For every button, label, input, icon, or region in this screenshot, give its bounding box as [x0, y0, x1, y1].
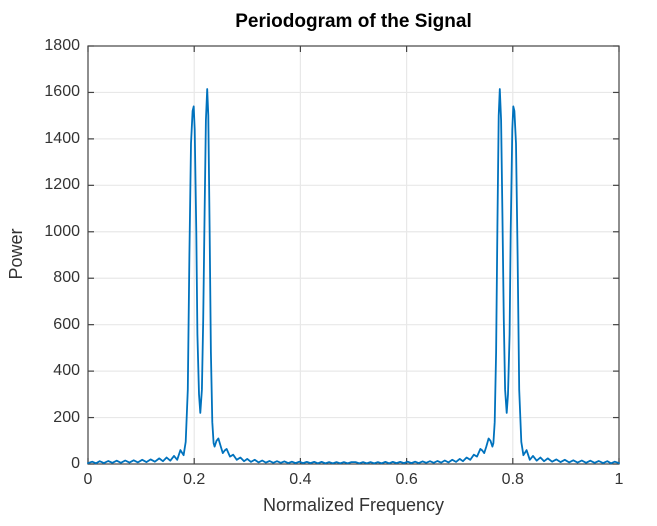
x-axis-label: Normalized Frequency: [262, 495, 445, 515]
y-tick-label: 1200: [44, 176, 80, 194]
y-tick-label: 400: [53, 362, 80, 380]
y-tick-label: 1600: [44, 83, 80, 101]
y-tick-label: 200: [53, 408, 80, 426]
y-tick-label: 1800: [44, 37, 80, 54]
y-tick-label: 1000: [44, 222, 80, 240]
x-tick-label: 0.8: [501, 471, 524, 488]
x-tick-label: 0.4: [289, 471, 312, 488]
y-tick-label: 1400: [44, 129, 80, 147]
x-tick-label: 0: [83, 471, 93, 488]
x-tick-label: 0.6: [395, 471, 418, 488]
chart-title: Periodogram of the Signal: [235, 11, 472, 32]
periodogram-line: [87, 88, 620, 465]
x-tick-label: 1: [614, 471, 624, 488]
y-tick-label: 800: [53, 269, 80, 287]
axes-box: [87, 45, 620, 465]
y-tick-label: 600: [53, 315, 80, 333]
y-tick-label: 0: [71, 455, 80, 472]
x-tick-label: 0.2: [183, 471, 206, 488]
